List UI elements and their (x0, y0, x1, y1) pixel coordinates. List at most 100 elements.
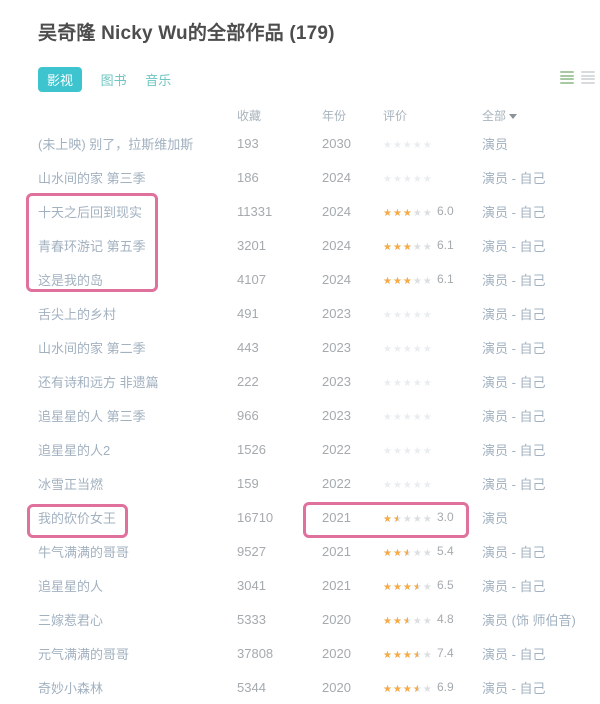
work-title-link[interactable]: 这是我的岛 (38, 272, 104, 288)
work-title-link[interactable]: (未上映) 别了，拉斯维加斯 (38, 136, 194, 152)
rating-stars: ★★★★★ ★★★★★ (383, 680, 437, 695)
work-year: 2021 (322, 577, 351, 593)
rating-stars: ★★★★★ ★★★★★ (383, 306, 437, 321)
work-year: 2023 (322, 339, 351, 355)
star-icons-grey: ★★★★★ (383, 343, 433, 355)
rating-stars: ★★★★★ ★★★★★ (383, 272, 437, 287)
table-row: 元气满满的哥哥 37808 2020 ★★★★★ ★★★★★ 7.4 演员 - … (0, 636, 600, 670)
rating-stars: ★★★★★ ★★★★★ (383, 136, 437, 151)
rating-score: 3.0 (437, 510, 454, 524)
work-year: 2020 (322, 611, 351, 627)
table-row: 追星星的人 第三季 966 2023 ★★★★★ ★★★★★ 演员 - 自己 (0, 398, 600, 432)
star-icons-grey: ★★★★★ (383, 547, 433, 559)
rating-stars: ★★★★★ ★★★★★ (383, 170, 437, 185)
star-icons-grey: ★★★★★ (383, 649, 433, 661)
collect-count: 16710 (237, 509, 274, 525)
work-title-link[interactable]: 奇妙小森林 (38, 680, 104, 696)
work-title-link[interactable]: 山水间的家 第二季 (38, 340, 146, 356)
category-tabs: 影视 图书 音乐 (38, 67, 171, 92)
rating-stars: ★★★★★ ★★★★★ (383, 340, 437, 355)
work-title-link[interactable]: 追星星的人2 (38, 442, 111, 458)
work-role: 演员 - 自己 (482, 476, 546, 492)
collect-count: 186 (237, 169, 259, 185)
work-year: 2023 (322, 407, 351, 423)
work-title-link[interactable]: 追星星的人 第三季 (38, 408, 146, 424)
table-row: 山水间的家 第二季 443 2023 ★★★★★ ★★★★★ 演员 - 自己 (0, 330, 600, 364)
work-role: 演员 (482, 136, 509, 152)
work-title-link[interactable]: 冰雪正当燃 (38, 476, 104, 492)
work-title-link[interactable]: 元气满满的哥哥 (38, 646, 130, 662)
tab-books[interactable]: 图书 (100, 73, 127, 88)
work-year: 2021 (322, 543, 351, 559)
collect-count: 966 (237, 407, 259, 423)
work-title-link[interactable]: 三嫁惹君心 (38, 612, 104, 628)
work-year: 2020 (322, 645, 351, 661)
collect-count: 159 (237, 475, 259, 491)
work-year: 2023 (322, 373, 351, 389)
work-year: 2022 (322, 441, 351, 457)
work-role: 演员 (饰 师伯音) (482, 612, 576, 628)
work-title-link[interactable]: 舌尖上的乡村 (38, 306, 117, 322)
rating-score: 4.8 (437, 612, 454, 626)
table-row: 三嫁惹君心 5333 2020 ★★★★★ ★★★★★ 4.8 演员 (饰 师伯… (0, 602, 600, 636)
detail-list-view-icon[interactable] (560, 71, 574, 84)
star-icons-grey: ★★★★★ (383, 241, 433, 253)
work-title-link[interactable]: 我的砍价女王 (38, 510, 117, 526)
table-row: 牛气满满的哥哥 9527 2021 ★★★★★ ★★★★★ 5.4 演员 - 自… (0, 534, 600, 568)
column-filter[interactable]: 全部 (482, 107, 590, 124)
rating-stars: ★★★★★ ★★★★★ (383, 612, 437, 627)
work-role: 演员 - 自己 (482, 442, 546, 458)
collect-count: 5333 (237, 611, 266, 627)
work-year: 2030 (322, 135, 351, 151)
column-collect[interactable]: 收藏 (237, 108, 262, 123)
collect-count: 37808 (237, 645, 274, 661)
collect-count: 5344 (237, 679, 266, 695)
rating-score: 6.1 (437, 238, 454, 252)
collect-count: 9527 (237, 543, 266, 559)
star-icons-grey: ★★★★★ (383, 479, 433, 491)
rating-stars: ★★★★★ ★★★★★ (383, 646, 437, 661)
star-icons-grey: ★★★★★ (383, 615, 433, 627)
star-icons-grey: ★★★★★ (383, 309, 433, 321)
filter-all-label: 全部 (482, 108, 507, 123)
work-year: 2023 (322, 305, 351, 321)
work-title-link[interactable]: 还有诗和远方 非遗篇 (38, 374, 159, 390)
table-row: 追星星的人2 1526 2022 ★★★★★ ★★★★★ 演员 - 自己 (0, 432, 600, 466)
rating-score: 6.9 (437, 680, 454, 694)
work-title-link[interactable]: 青春环游记 第五季 (38, 238, 146, 254)
work-title-link[interactable]: 十天之后回到现实 (38, 204, 143, 220)
view-switcher (560, 71, 595, 84)
tab-music[interactable]: 音乐 (145, 73, 172, 88)
work-year: 2024 (322, 271, 351, 287)
table-row: 奇妙小森林 5344 2020 ★★★★★ ★★★★★ 6.9 演员 - 自己 (0, 670, 600, 704)
rating-score: 7.4 (437, 646, 454, 660)
table-header: 收藏 年份 评价 全部 (0, 104, 600, 126)
table-row: 我的砍价女王 16710 2021 ★★★★★ ★★★★★ 3.0 演员 (0, 500, 600, 534)
rating-score: 6.0 (437, 204, 454, 218)
work-role: 演员 - 自己 (482, 374, 546, 390)
collect-count: 11331 (237, 203, 273, 219)
star-icons-grey: ★★★★★ (383, 377, 433, 389)
star-icons-grey: ★★★★★ (383, 207, 433, 219)
work-year: 2021 (322, 509, 351, 525)
table-row: 还有诗和远方 非遗篇 222 2023 ★★★★★ ★★★★★ 演员 - 自己 (0, 364, 600, 398)
star-icons-grey: ★★★★★ (383, 513, 433, 525)
star-icons-grey: ★★★★★ (383, 275, 433, 287)
work-title-link[interactable]: 牛气满满的哥哥 (38, 544, 130, 560)
work-role: 演员 - 自己 (482, 306, 546, 322)
table-row: 舌尖上的乡村 491 2023 ★★★★★ ★★★★★ 演员 - 自己 (0, 296, 600, 330)
compact-list-view-icon[interactable] (581, 71, 595, 84)
table-row: 山水间的家 第三季 186 2024 ★★★★★ ★★★★★ 演员 - 自己 (0, 160, 600, 194)
column-year[interactable]: 年份 (322, 108, 347, 123)
work-title-link[interactable]: 追星星的人 (38, 578, 104, 594)
work-title-link[interactable]: 山水间的家 第三季 (38, 170, 146, 186)
rating-stars: ★★★★★ ★★★★★ (383, 476, 437, 491)
tab-movies[interactable]: 影视 (38, 67, 83, 92)
work-role: 演员 - 自己 (482, 340, 546, 356)
rating-score: 6.1 (437, 272, 454, 286)
rating-stars: ★★★★★ ★★★★★ (383, 544, 437, 559)
column-rating[interactable]: 评价 (383, 108, 408, 123)
table-row: 冰雪正当燃 159 2022 ★★★★★ ★★★★★ 演员 - 自己 (0, 466, 600, 500)
work-role: 演员 (482, 510, 509, 526)
collect-count: 222 (237, 373, 259, 389)
